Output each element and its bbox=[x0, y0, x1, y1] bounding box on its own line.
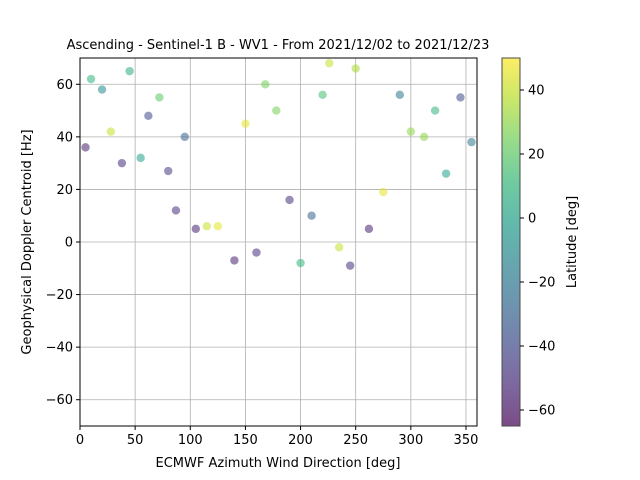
y-tick-label: −20 bbox=[46, 288, 73, 303]
y-tick-label: 60 bbox=[56, 78, 73, 93]
scatter-point bbox=[230, 256, 239, 265]
scatter-point bbox=[364, 224, 374, 234]
x-axis-label: ECMWF Azimuth Wind Direction [deg] bbox=[156, 456, 401, 471]
scatter-point bbox=[379, 187, 388, 197]
x-tick-label: 250 bbox=[343, 433, 368, 448]
y-tick-label: −60 bbox=[46, 393, 73, 408]
colorbar-tick-label: −60 bbox=[528, 404, 555, 419]
colorbar-tick-label: 40 bbox=[528, 84, 545, 99]
y-axis: −60 −40 −20 0 20 40 60 bbox=[46, 78, 80, 408]
x-tick-label: 100 bbox=[178, 433, 203, 448]
colorbar-axis: −60 −40 −20 0 20 40 bbox=[520, 84, 555, 419]
scatter-point bbox=[171, 206, 181, 215]
scatter-point bbox=[395, 90, 405, 100]
scatter-point bbox=[406, 127, 416, 136]
scatter-point bbox=[191, 224, 200, 234]
x-axis: 0 50 100 150 200 250 300 350 bbox=[76, 426, 479, 448]
colorbar bbox=[501, 57, 521, 427]
scatter-point bbox=[164, 166, 173, 176]
scatter-point bbox=[318, 90, 327, 100]
scatter-point bbox=[325, 59, 334, 68]
scatter-point bbox=[144, 111, 153, 121]
x-tick-label: 150 bbox=[233, 433, 258, 448]
colorbar-tick-label: 0 bbox=[528, 212, 536, 227]
chart-title: Ascending - Sentinel-1 B - WV1 - From 20… bbox=[67, 38, 490, 53]
scatter-point bbox=[213, 222, 223, 231]
scatter-point bbox=[252, 248, 261, 257]
scatter-point bbox=[272, 106, 281, 115]
scatter-point bbox=[117, 158, 127, 168]
scatter-point bbox=[261, 80, 270, 89]
colorbar-tick-label: −20 bbox=[528, 276, 555, 291]
y-tick-label: 40 bbox=[56, 130, 73, 145]
scatter-point bbox=[202, 222, 212, 231]
scatter-point bbox=[467, 137, 476, 147]
scatter-point bbox=[180, 132, 189, 142]
scatter-point bbox=[307, 211, 316, 220]
x-tick-label: 350 bbox=[454, 433, 479, 448]
scatter-point bbox=[155, 93, 164, 102]
x-tick-label: 300 bbox=[398, 433, 423, 448]
y-axis-label: Geophysical Doppler Centroid [Hz] bbox=[20, 129, 35, 354]
scatter-point bbox=[97, 85, 107, 94]
scatter-point bbox=[241, 119, 250, 128]
x-tick-label: 200 bbox=[288, 433, 313, 448]
scatter-point bbox=[106, 127, 116, 136]
scatter-point bbox=[419, 132, 429, 142]
scatter-point bbox=[441, 169, 451, 178]
colorbar-label: Latitude [deg] bbox=[565, 196, 580, 288]
colorbar-tick-label: −40 bbox=[528, 340, 555, 355]
scatter-point bbox=[86, 74, 96, 84]
y-tick-label: 0 bbox=[65, 236, 73, 251]
scatter-point bbox=[81, 143, 90, 152]
y-tick-label: 20 bbox=[56, 183, 73, 198]
scatter-point bbox=[456, 93, 465, 102]
x-tick-label: 0 bbox=[76, 433, 84, 448]
grid bbox=[79, 58, 477, 426]
colorbar-tick-label: 20 bbox=[528, 148, 545, 163]
scatter-point bbox=[351, 64, 360, 73]
scatter-point bbox=[334, 243, 344, 252]
scatter-points bbox=[81, 59, 476, 270]
scatter-point bbox=[285, 195, 294, 205]
scatter-point bbox=[136, 153, 145, 163]
scatter-point bbox=[345, 261, 355, 270]
x-tick-label: 50 bbox=[127, 433, 144, 448]
y-tick-label: −40 bbox=[46, 341, 73, 356]
scatter-point bbox=[125, 66, 134, 76]
scatter-point bbox=[430, 106, 440, 115]
scatter-point bbox=[296, 258, 305, 268]
